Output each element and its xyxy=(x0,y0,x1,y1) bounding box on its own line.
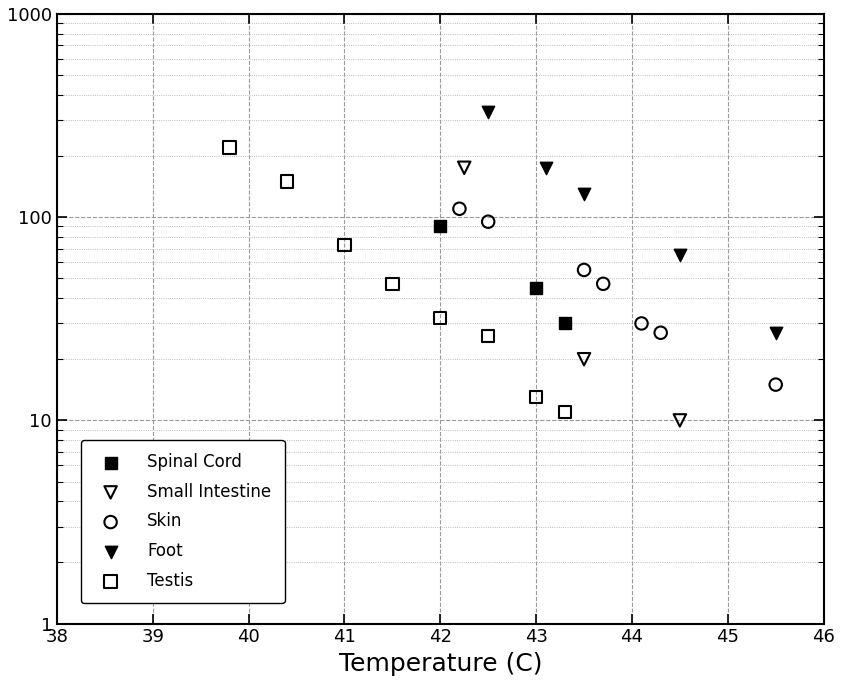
Spinal Cord xyxy=(434,221,447,232)
Small Intestine xyxy=(578,354,591,365)
Spinal Cord xyxy=(530,282,543,293)
Testis xyxy=(530,392,543,403)
Testis xyxy=(338,240,351,251)
Skin xyxy=(654,327,668,338)
Skin xyxy=(596,279,610,290)
Skin xyxy=(635,318,648,329)
Foot xyxy=(673,250,686,261)
Foot xyxy=(482,107,495,117)
Skin xyxy=(453,204,466,214)
Skin xyxy=(482,217,495,227)
Testis xyxy=(222,142,236,153)
Small Intestine xyxy=(457,163,471,173)
Testis xyxy=(558,406,572,417)
Foot xyxy=(539,163,552,173)
Testis xyxy=(280,176,294,187)
Foot xyxy=(769,327,782,338)
Testis xyxy=(434,312,447,323)
Foot xyxy=(578,189,591,199)
Skin xyxy=(578,264,591,275)
Skin xyxy=(769,379,782,390)
Testis xyxy=(386,279,399,290)
Small Intestine xyxy=(673,415,686,426)
Testis xyxy=(482,331,495,342)
Spinal Cord xyxy=(558,318,572,329)
Legend: Spinal Cord, Small Intestine, Skin, Foot, Testis: Spinal Cord, Small Intestine, Skin, Foot… xyxy=(81,440,285,603)
X-axis label: Temperature (C): Temperature (C) xyxy=(338,652,542,676)
